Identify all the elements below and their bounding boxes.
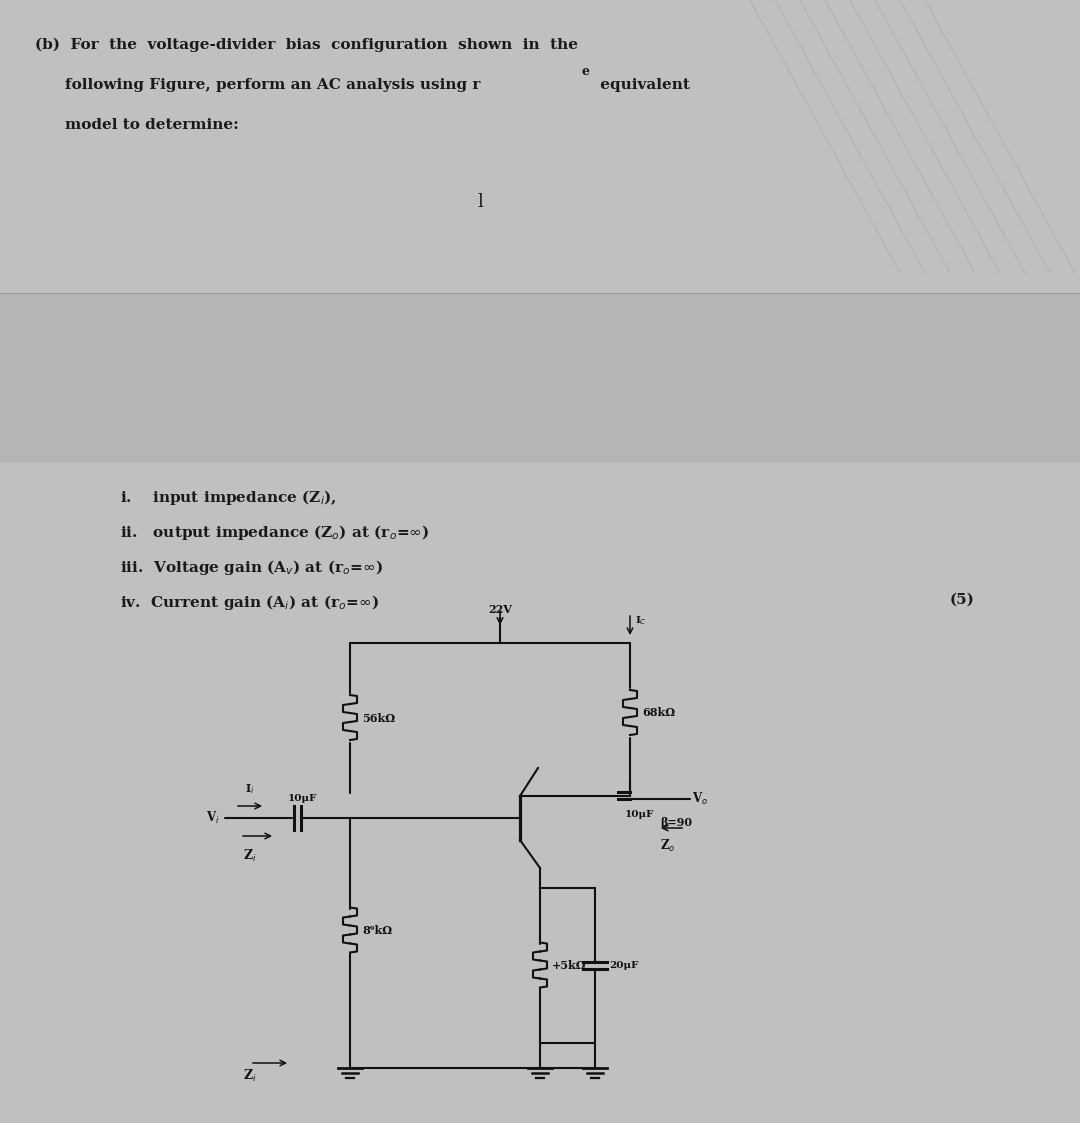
Text: V$_i$: V$_i$: [206, 810, 220, 827]
Text: ii.   output impedance (Z$_o$) at (r$_o$=$\infty$): ii. output impedance (Z$_o$) at (r$_o$=$…: [120, 523, 430, 542]
Text: (5): (5): [950, 593, 975, 608]
Text: e: e: [582, 65, 590, 77]
Text: l: l: [477, 193, 483, 211]
Text: 22V: 22V: [488, 604, 512, 615]
Text: i.    input impedance (Z$_i$),: i. input impedance (Z$_i$),: [120, 489, 337, 506]
Text: 20μF: 20μF: [609, 961, 638, 970]
Text: 56kΩ: 56kΩ: [362, 712, 395, 723]
Text: 10μF: 10μF: [288, 794, 318, 803]
Text: model to determine:: model to determine:: [65, 118, 239, 133]
Text: equivalent: equivalent: [595, 77, 690, 92]
Text: 68kΩ: 68kΩ: [642, 707, 675, 719]
Text: following Figure, perform an AC analysis using r: following Figure, perform an AC analysis…: [65, 77, 481, 92]
Text: Z$_i$: Z$_i$: [243, 848, 257, 864]
FancyBboxPatch shape: [0, 293, 1080, 463]
FancyBboxPatch shape: [0, 463, 1080, 1123]
Text: I$_i$: I$_i$: [245, 783, 255, 796]
Text: iv.  Current gain (A$_i$) at (r$_o$=$\infty$): iv. Current gain (A$_i$) at (r$_o$=$\inf…: [120, 593, 379, 612]
Text: +5kΩ: +5kΩ: [552, 960, 586, 971]
Text: 10μF: 10μF: [625, 810, 654, 819]
Text: V$_o$: V$_o$: [692, 791, 708, 807]
Text: iii.  Voltage gain (A$_v$) at (r$_o$=$\infty$): iii. Voltage gain (A$_v$) at (r$_o$=$\in…: [120, 558, 382, 577]
Text: β=90: β=90: [660, 818, 692, 829]
Text: 8⁹kΩ: 8⁹kΩ: [362, 925, 392, 935]
Text: (b)  For  the  voltage-divider  bias  configuration  shown  in  the: (b) For the voltage-divider bias configu…: [35, 38, 578, 53]
FancyBboxPatch shape: [0, 0, 1080, 323]
Text: Z$_i$: Z$_i$: [243, 1068, 257, 1084]
Text: I$_C$: I$_C$: [635, 614, 647, 628]
Text: Z$_o$: Z$_o$: [660, 838, 675, 855]
